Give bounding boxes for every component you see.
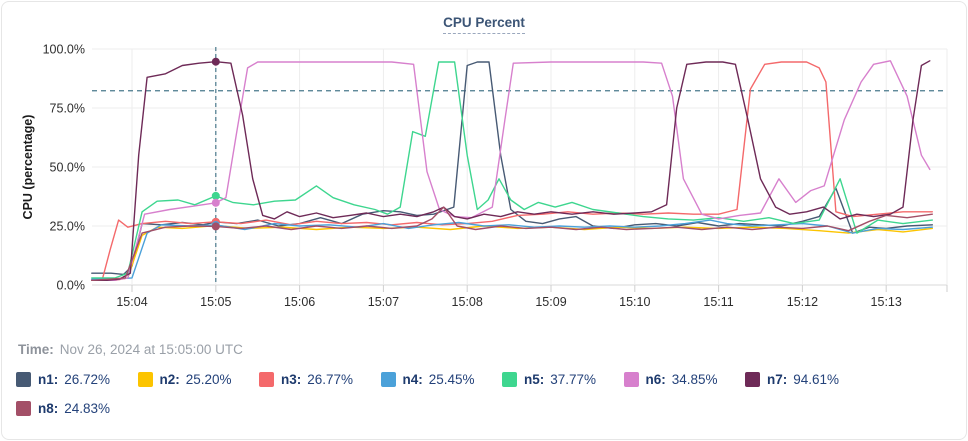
series-line-n1[interactable]	[91, 61, 933, 276]
legend-series-name: n4:	[402, 371, 423, 387]
series-line-n3[interactable]	[91, 61, 933, 282]
legend-item-n2[interactable]: n2: 25.20%	[137, 368, 260, 390]
series-line-n4[interactable]	[91, 219, 933, 280]
x-axis-tick-label: 15:13	[871, 295, 902, 309]
legend-item-n7[interactable]: n7: 94.61%	[745, 368, 867, 390]
legend-item-n1[interactable]: n1: 26.72%	[16, 368, 138, 390]
legend-item-n8[interactable]: n8: 24.83%	[16, 397, 138, 419]
selected-time-row: Time: Nov 26, 2024 at 15:05:00 UTC	[18, 342, 243, 357]
x-axis-tick-label: 15:10	[619, 295, 650, 309]
legend-series-value: 24.83%	[64, 400, 111, 416]
series-line-n2[interactable]	[91, 224, 933, 282]
legend-swatch-n2	[137, 371, 153, 387]
legend-series-value: 26.72%	[64, 371, 111, 387]
legend-swatch-n4	[380, 371, 396, 387]
legend-swatch-n5	[502, 371, 517, 387]
x-axis-tick-label: 15:06	[284, 295, 315, 309]
x-axis-tick-label: 15:09	[535, 295, 566, 309]
series-marker-n7[interactable]	[211, 57, 220, 66]
legend-series-value: 34.85%	[671, 371, 718, 387]
series-marker-n6[interactable]	[211, 198, 220, 207]
series-line-n7[interactable]	[91, 60, 931, 282]
x-axis-tick-label: 15:05	[200, 295, 231, 309]
x-axis-tick-label: 15:08	[452, 295, 483, 309]
x-axis-tick-label: 15:12	[787, 295, 818, 309]
legend-swatch-n8	[16, 400, 31, 416]
legend-item-n4[interactable]: n4: 25.45%	[380, 368, 503, 390]
x-axis-tick-label: 15:11	[703, 295, 733, 309]
legend-item-n3[interactable]: n3: 26.77%	[259, 368, 381, 390]
legend-series-name: n5:	[524, 371, 545, 387]
chart-header: CPU Percent	[2, 14, 966, 34]
y-axis-tick-label: 75.0%	[50, 102, 85, 116]
x-axis-tick-label: 15:07	[368, 295, 399, 309]
x-axis-tick-label: 15:04	[116, 295, 147, 309]
y-axis-tick-label: 0.0%	[57, 279, 86, 293]
legend-series-value: 26.77%	[307, 371, 354, 387]
time-label: Time:	[18, 342, 54, 357]
legend-series-value: 25.45%	[428, 371, 475, 387]
y-axis-title: CPU (percentage)	[21, 115, 35, 220]
legend-series-value: 94.61%	[793, 371, 840, 387]
legend-series-name: n3:	[281, 371, 302, 387]
legend-swatch-n7	[745, 371, 760, 387]
legend-item-n6[interactable]: n6: 34.85%	[623, 368, 746, 390]
legend-swatch-n3	[259, 371, 274, 387]
series-line-n8[interactable]	[91, 206, 933, 282]
series-line-n5[interactable]	[91, 61, 933, 279]
chart-title[interactable]: CPU Percent	[443, 15, 525, 34]
chart-legend: n1: 26.72% n2: 25.20% n3: 26.77% n4: 25.45% n5: 3…	[16, 368, 956, 419]
legend-series-name: n8:	[38, 400, 59, 416]
y-axis-tick-label: 100.0%	[43, 43, 85, 57]
legend-series-value: 37.77%	[550, 371, 597, 387]
legend-series-name: n1:	[38, 371, 59, 387]
series-marker-n8[interactable]	[211, 222, 220, 231]
series-line-n6[interactable]	[91, 60, 931, 282]
y-axis-tick-label: 50.0%	[50, 161, 85, 175]
legend-series-name: n7:	[767, 371, 788, 387]
legend-series-name: n2:	[159, 371, 180, 387]
legend-item-n5[interactable]: n5: 37.77%	[502, 368, 624, 390]
time-value: Nov 26, 2024 at 15:05:00 UTC	[59, 342, 243, 357]
series-marker-n5[interactable]	[211, 191, 220, 200]
legend-swatch-n6	[623, 371, 639, 387]
legend-series-value: 25.20%	[185, 371, 232, 387]
legend-series-name: n6:	[645, 371, 666, 387]
y-axis-tick-label: 25.0%	[50, 220, 85, 234]
cpu-percent-line-chart[interactable]: 100.0% 75.0% 50.0% 25.0% 0.0% 15:04 15:05 15:06…	[2, 30, 968, 320]
legend-swatch-n1	[16, 371, 31, 387]
